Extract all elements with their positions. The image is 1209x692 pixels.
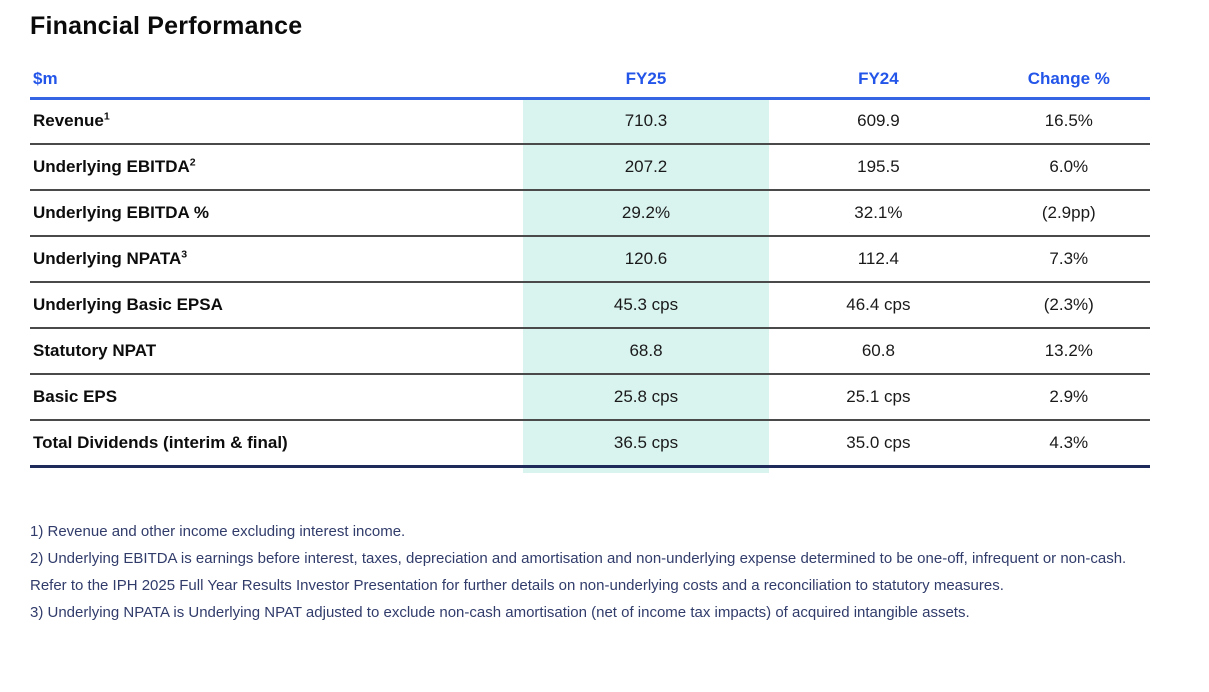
cell-fy24: 195.5 xyxy=(769,144,988,191)
column-header-fy24: FY24 xyxy=(769,65,988,100)
row-label: Revenue1 xyxy=(30,98,523,145)
cell-fy25: 120.6 xyxy=(522,236,770,283)
table-row-basic-eps: Basic EPS 25.8 cps 25.1 cps 2.9% xyxy=(30,374,1150,421)
footnotes: 1) Revenue and other income excluding in… xyxy=(30,518,1135,626)
table-row-underlying-ebitda-pct: Underlying EBITDA % 29.2% 32.1% (2.9pp) xyxy=(30,190,1150,237)
financial-performance-page: Financial Performance $m FY25 FY24 Chang… xyxy=(30,12,1150,626)
footnote-2: 2) Underlying EBITDA is earnings before … xyxy=(30,549,1127,594)
row-label-text: Total Dividends (interim & final) xyxy=(33,432,288,452)
cell-fy24: 25.1 cps xyxy=(769,374,988,421)
cell-change: 2.9% xyxy=(987,374,1150,421)
cell-fy24: 60.8 xyxy=(769,328,988,375)
cell-change: (2.9pp) xyxy=(987,190,1150,237)
footnote-marker: 1 xyxy=(103,110,110,123)
footnote-3: 3) Underlying NPATA is Underlying NPAT a… xyxy=(30,603,970,621)
cell-fy25: 207.2 xyxy=(522,144,770,191)
footnote-marker: 3 xyxy=(181,248,188,261)
cell-fy24: 609.9 xyxy=(769,98,988,145)
table-header-row: $m FY25 FY24 Change % xyxy=(30,65,1150,100)
column-header-change: Change % xyxy=(987,65,1150,100)
cell-fy25: 68.8 xyxy=(522,328,770,375)
row-label: Basic EPS xyxy=(30,374,523,421)
fy25-column-highlight-tail xyxy=(522,467,770,473)
footnote-marker: 2 xyxy=(189,156,196,169)
cell-change: 16.5% xyxy=(987,98,1150,145)
cell-fy24: 32.1% xyxy=(769,190,988,237)
column-header-fy25: FY25 xyxy=(522,65,770,100)
row-label-text: Underlying EBITDA % xyxy=(33,203,209,222)
table-row-total-dividends: Total Dividends (interim & final) 36.5 c… xyxy=(30,420,1150,468)
financial-performance-table: $m FY25 FY24 Change % Revenue1 710.3 609… xyxy=(30,65,1150,468)
row-label-text: Statutory NPAT xyxy=(33,341,157,360)
row-label: Underlying NPATA3 xyxy=(30,236,523,283)
financial-table-container: $m FY25 FY24 Change % Revenue1 710.3 609… xyxy=(30,65,1150,473)
footnote-1: 1) Revenue and other income excluding in… xyxy=(30,522,406,540)
table-row-statutory-npat: Statutory NPAT 68.8 60.8 13.2% xyxy=(30,328,1150,375)
row-label: Total Dividends (interim & final) xyxy=(30,420,523,468)
row-label-text: Underlying EBITDA xyxy=(33,157,190,176)
row-label: Underlying EBITDA % xyxy=(30,190,523,237)
table-row-underlying-npata: Underlying NPATA3 120.6 112.4 7.3% xyxy=(30,236,1150,283)
cell-change: (2.3%) xyxy=(987,282,1150,329)
table-row-revenue: Revenue1 710.3 609.9 16.5% xyxy=(30,98,1150,145)
cell-fy24: 35.0 cps xyxy=(769,420,988,468)
table-row-underlying-basic-epsa: Underlying Basic EPSA 45.3 cps 46.4 cps … xyxy=(30,282,1150,329)
row-label-text: Underlying NPATA xyxy=(33,249,182,268)
table-row-underlying-ebitda: Underlying EBITDA2 207.2 195.5 6.0% xyxy=(30,144,1150,191)
cell-fy25: 25.8 cps xyxy=(522,374,770,421)
cell-fy25: 36.5 cps xyxy=(522,420,770,468)
page-title: Financial Performance xyxy=(30,12,303,40)
cell-change: 6.0% xyxy=(987,144,1150,191)
row-label-text: Basic EPS xyxy=(33,387,118,406)
row-label: Statutory NPAT xyxy=(30,328,523,375)
cell-fy24: 112.4 xyxy=(769,236,988,283)
cell-fy25: 45.3 cps xyxy=(522,282,770,329)
cell-change: 4.3% xyxy=(987,420,1150,468)
row-label: Underlying EBITDA2 xyxy=(30,144,523,191)
column-header-unit: $m xyxy=(30,65,523,100)
cell-fy25: 710.3 xyxy=(522,98,770,145)
cell-fy25: 29.2% xyxy=(522,190,770,237)
cell-change: 13.2% xyxy=(987,328,1150,375)
cell-change: 7.3% xyxy=(987,236,1150,283)
table-body: Revenue1 710.3 609.9 16.5% Underlying EB… xyxy=(30,98,1150,468)
cell-fy24: 46.4 cps xyxy=(769,282,988,329)
row-label-text: Underlying Basic EPSA xyxy=(33,295,223,314)
row-label-text: Revenue xyxy=(33,111,104,131)
row-label: Underlying Basic EPSA xyxy=(30,282,523,329)
table-header: $m FY25 FY24 Change % xyxy=(30,65,1150,100)
